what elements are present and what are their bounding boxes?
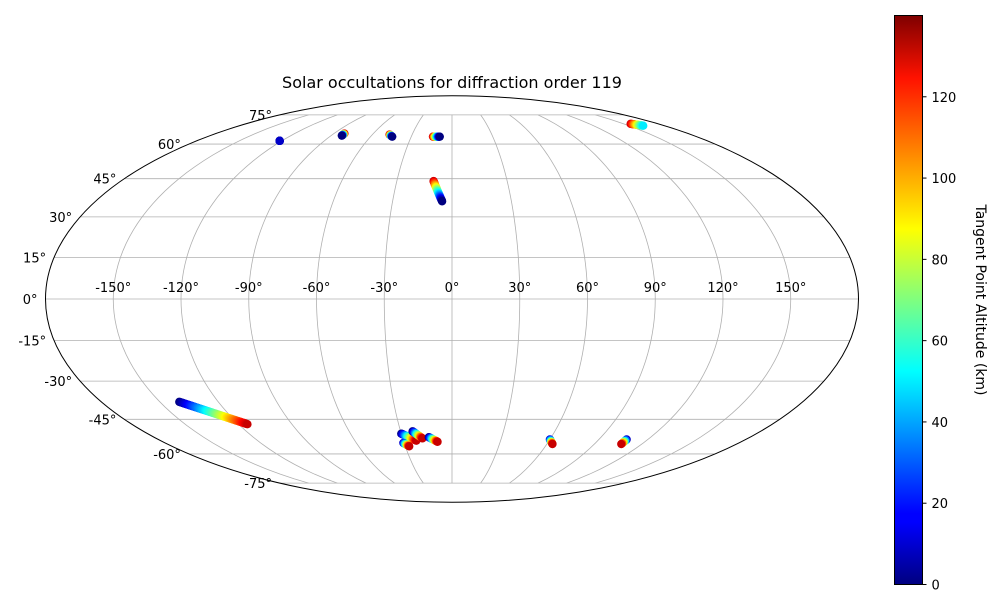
y-tick-label: -60° bbox=[153, 448, 181, 463]
data-point bbox=[433, 437, 442, 446]
x-tick-label: 30° bbox=[508, 281, 531, 296]
colorbar-tick-label: 40 bbox=[932, 416, 949, 431]
y-tick-label: 0° bbox=[23, 293, 38, 308]
occultation-track bbox=[397, 429, 421, 445]
colorbar-label: Tangent Point Altitude (km) bbox=[972, 203, 988, 395]
y-tick-label: 15° bbox=[23, 251, 46, 266]
colorbar-tick-label: 100 bbox=[932, 172, 957, 187]
occultation-track bbox=[337, 129, 349, 140]
chart-title: Solar occultations for diffraction order… bbox=[282, 73, 622, 92]
x-tick-label: -120° bbox=[163, 281, 199, 296]
y-tick-labels: 75° 60° 45° 30° 15° 0° -15° -30° -45° -60° -75° bbox=[18, 109, 272, 492]
occultation-track bbox=[385, 130, 397, 141]
meridian-line bbox=[595, 114, 792, 484]
meridian-line bbox=[509, 114, 588, 484]
meridian-line bbox=[537, 114, 656, 484]
data-point bbox=[405, 442, 414, 451]
colorbar-tick-label: 80 bbox=[932, 253, 949, 268]
x-tick-label: 0° bbox=[445, 281, 460, 296]
occultation-track bbox=[424, 432, 442, 446]
y-tick-label: 75° bbox=[249, 109, 272, 124]
y-tick-label: 45° bbox=[93, 173, 116, 188]
x-tick-label: -30° bbox=[370, 281, 398, 296]
colorbar-tick-label: 120 bbox=[932, 91, 957, 106]
colorbar-tick-label: 60 bbox=[932, 335, 949, 350]
graticule-grid bbox=[45, 114, 859, 484]
occultation-track bbox=[626, 119, 648, 130]
colorbar-tick-label: 20 bbox=[932, 497, 949, 512]
data-point bbox=[418, 434, 427, 443]
meridian-line bbox=[180, 114, 338, 484]
x-tick-label: -90° bbox=[235, 281, 263, 296]
data-point bbox=[388, 132, 397, 141]
y-tick-label: 30° bbox=[49, 211, 72, 226]
data-point bbox=[435, 132, 444, 141]
meridian-line bbox=[316, 114, 395, 484]
y-tick-label: 60° bbox=[158, 138, 181, 153]
occultation-track bbox=[275, 136, 284, 146]
x-tick-label: 60° bbox=[576, 281, 599, 296]
occultation-track bbox=[175, 397, 252, 429]
x-tick-label: 150° bbox=[775, 281, 806, 296]
y-tick-label: -75° bbox=[244, 477, 272, 492]
colorbar-tick-label: 0 bbox=[932, 579, 940, 594]
occultation-track bbox=[408, 427, 427, 443]
occultation-track bbox=[545, 435, 557, 449]
meridian-line bbox=[566, 114, 724, 484]
meridian-line bbox=[480, 114, 521, 484]
x-tick-label: -150° bbox=[95, 281, 131, 296]
y-tick-label: -30° bbox=[44, 375, 72, 390]
map-boundary bbox=[45, 95, 859, 503]
occultation-track bbox=[399, 438, 414, 451]
data-point bbox=[243, 419, 252, 429]
colorbar bbox=[894, 15, 923, 585]
data-point bbox=[617, 439, 626, 449]
occultation-track bbox=[617, 435, 631, 449]
data-point bbox=[638, 121, 648, 130]
x-tick-label: 120° bbox=[707, 281, 738, 296]
x-tick-label: -60° bbox=[303, 281, 331, 296]
y-tick-label: -45° bbox=[89, 413, 117, 428]
data-point bbox=[337, 131, 347, 140]
meridian-line bbox=[112, 114, 309, 484]
colorbar-ticks: 0 20 40 60 80 100 120 bbox=[922, 91, 957, 594]
data-point bbox=[437, 197, 447, 206]
data-points bbox=[175, 119, 648, 451]
x-tick-labels: -150° -120° -90° -60° -30° 0° 30° 60° 90° 120° 150… bbox=[95, 281, 806, 296]
data-point bbox=[275, 136, 284, 146]
occultation-track bbox=[428, 132, 444, 141]
meridian-line bbox=[248, 114, 367, 484]
occultation-track bbox=[429, 176, 447, 206]
x-tick-label: 90° bbox=[644, 281, 667, 296]
data-point bbox=[548, 439, 557, 449]
y-tick-label: -15° bbox=[18, 335, 46, 350]
